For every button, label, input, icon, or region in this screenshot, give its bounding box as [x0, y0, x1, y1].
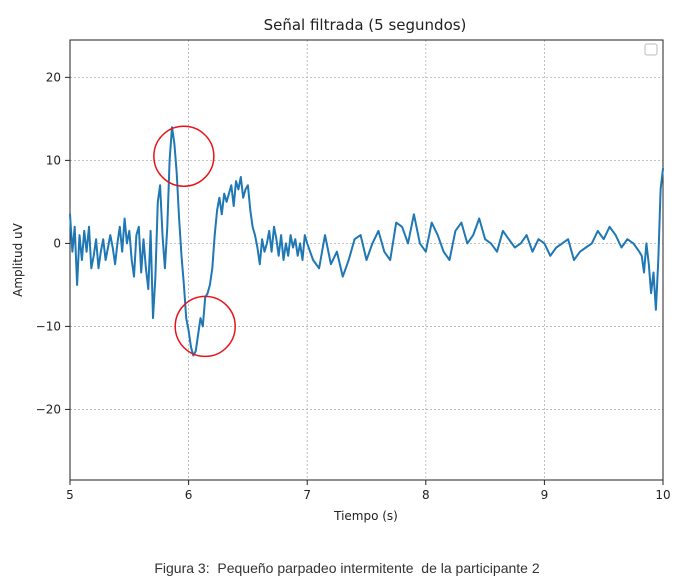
filtered-signal-chart: Señal filtrada (5 segundos) 5 6 7 8 9 10 20 10… — [11, 16, 671, 523]
figure-caption: Figura 3: Pequeño parpadeo intermitente … — [154, 560, 540, 576]
signal-series-line — [69, 126, 664, 357]
y-tick-label: −20 — [36, 402, 61, 416]
grid-lines — [69, 40, 664, 480]
chart-title: Señal filtrada (5 segundos) — [264, 16, 467, 34]
x-tick-label: 7 — [303, 488, 311, 502]
x-tick-label: 5 — [66, 488, 74, 502]
y-axis: 20 10 0 −10 −20 — [36, 70, 70, 416]
annotation-circle — [174, 295, 236, 358]
x-tick-label: 8 — [422, 488, 430, 502]
x-tick-label: 6 — [185, 488, 193, 502]
y-tick-label: 10 — [46, 153, 61, 167]
y-tick-label: −10 — [36, 319, 61, 333]
annotation-circle — [153, 125, 215, 187]
annotation-circles — [153, 125, 236, 358]
x-tick-label: 9 — [541, 488, 549, 502]
x-axis: 5 6 7 8 9 10 — [66, 480, 671, 502]
x-tick-label: 10 — [655, 488, 670, 502]
y-tick-label: 20 — [46, 70, 61, 84]
legend-box — [644, 43, 658, 56]
y-tick-label: 0 — [53, 236, 61, 250]
plot-frame — [69, 39, 664, 481]
x-axis-label: Tiempo (s) — [333, 509, 398, 523]
y-axis-label: Amplitud uV — [11, 222, 25, 297]
